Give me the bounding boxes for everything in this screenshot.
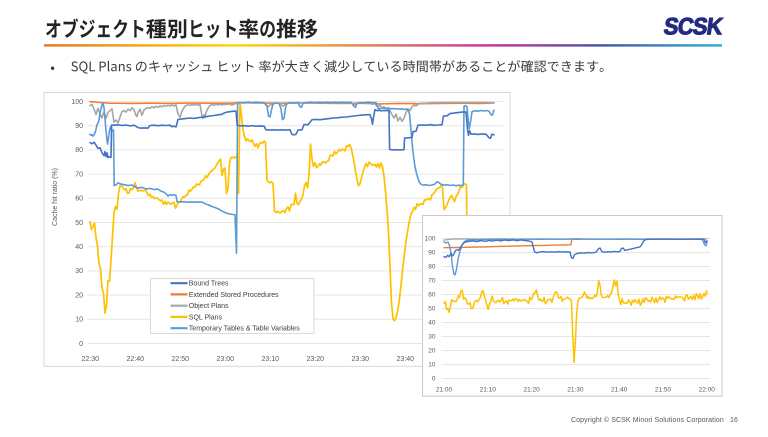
svg-text:100: 100 [425,236,436,243]
svg-text:21:10: 21:10 [480,387,497,394]
svg-text:0: 0 [79,341,83,348]
svg-text:50: 50 [75,220,83,227]
svg-text:SQL Plans: SQL Plans [189,314,223,321]
svg-text:0: 0 [432,376,436,383]
svg-text:22:50: 22:50 [172,356,190,363]
svg-text:21:50: 21:50 [655,387,672,394]
svg-text:21:40: 21:40 [611,387,628,394]
svg-text:20: 20 [428,348,436,355]
svg-text:Copyright © SCSK Minori Soluti: Copyright © SCSK Minori Solutions Corpor… [571,416,738,424]
svg-text:70: 70 [428,278,436,285]
svg-text:Object Plans: Object Plans [189,303,229,310]
svg-text:23:30: 23:30 [352,356,370,363]
svg-text:Extended Stored Procedures: Extended Stored Procedures [189,292,279,299]
svg-text:22:30: 22:30 [82,356,100,363]
svg-text:23:40: 23:40 [397,356,415,363]
svg-text:21:30: 21:30 [567,387,584,394]
svg-text:10: 10 [428,362,436,369]
svg-text:70: 70 [75,171,83,178]
svg-text:40: 40 [428,320,436,327]
svg-text:90: 90 [75,123,83,130]
svg-text:21:00: 21:00 [436,387,453,394]
svg-text:30: 30 [428,334,436,341]
svg-text:60: 60 [75,196,83,203]
svg-text:40: 40 [75,244,83,251]
svg-text:23:10: 23:10 [262,356,280,363]
svg-text:20: 20 [75,292,83,299]
svg-text:100: 100 [71,99,83,106]
svg-text:21:20: 21:20 [523,387,540,394]
svg-text:23:20: 23:20 [307,356,325,363]
svg-text:80: 80 [75,147,83,154]
svg-text:60: 60 [428,292,436,299]
svg-text:22:00: 22:00 [699,387,716,394]
svg-text:23:00: 23:00 [217,356,235,363]
svg-text:50: 50 [428,306,436,313]
svg-text:Temporary Tables & Table Varia: Temporary Tables & Table Variables [189,326,300,333]
svg-text:10: 10 [75,317,83,324]
svg-text:80: 80 [428,264,436,271]
svg-text:90: 90 [428,250,436,257]
svg-text:22:40: 22:40 [127,356,145,363]
svg-text:Bound Trees: Bound Trees [189,281,229,288]
svg-text:30: 30 [75,268,83,275]
svg-text:Cache hit ratio (%): Cache hit ratio (%) [52,168,59,226]
